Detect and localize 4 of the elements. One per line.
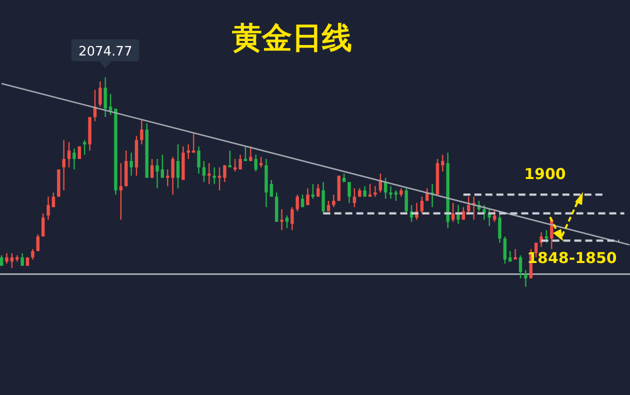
price-callout: 2074.77 [71,39,140,68]
annotation: 2074.77 [78,44,132,60]
chart-title: 黄金日线 [232,21,352,56]
annotation: 1900 [524,165,566,184]
